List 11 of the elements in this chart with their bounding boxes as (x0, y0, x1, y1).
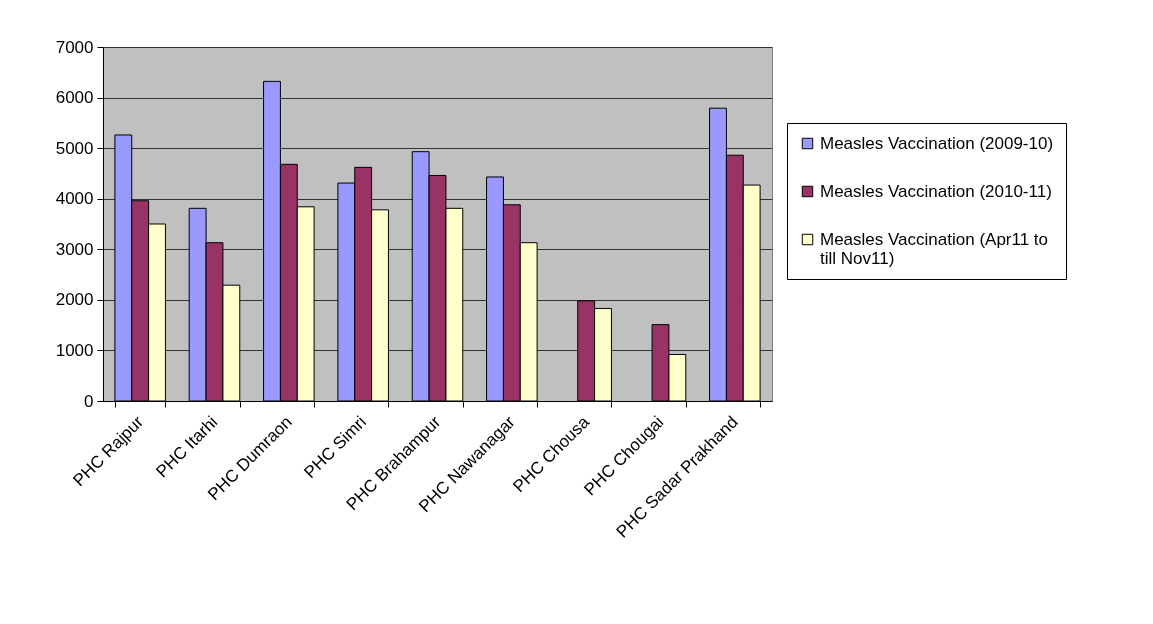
y-tick-label: 1000 (55, 340, 94, 360)
y-tick-label: 7000 (55, 37, 94, 57)
y-tick-label: 3000 (55, 239, 94, 259)
legend-label: Measles Vaccination (2010-11) (820, 181, 1052, 201)
y-tick-label: 2000 (55, 290, 94, 310)
y-tick-label: 5000 (55, 138, 94, 158)
legend-label: Measles Vaccination (2009-10) (820, 133, 1054, 153)
y-tick-label: 0 (84, 391, 94, 411)
legend-label: Measles Vaccination (Apr11 to till Nov11) (820, 229, 1049, 268)
y-tick-label: 4000 (55, 189, 94, 209)
y-tick-label: 6000 (55, 88, 94, 108)
